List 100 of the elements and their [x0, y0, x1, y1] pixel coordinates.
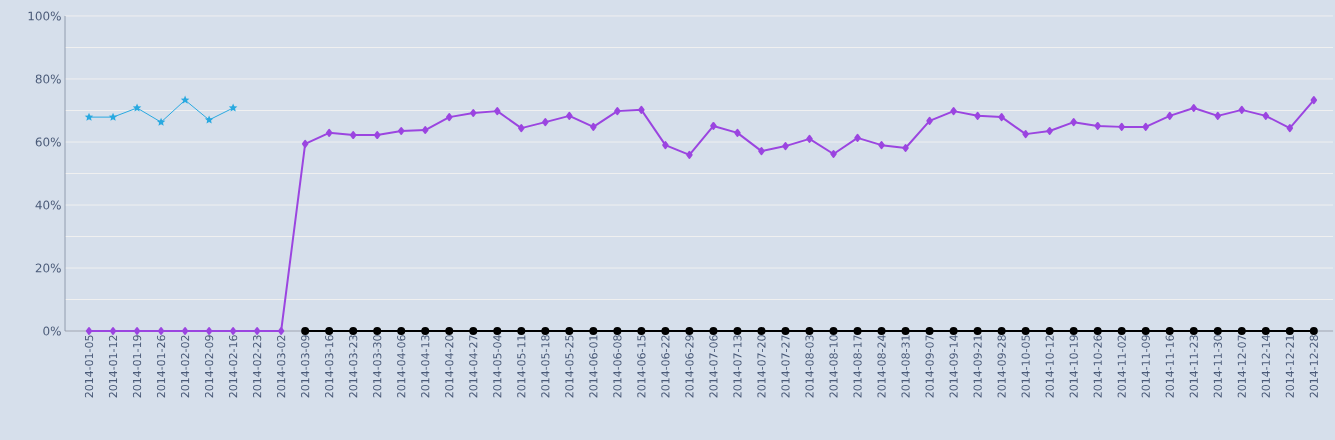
- x-tick-label: 2014-08-31: [901, 335, 910, 398]
- point: [397, 327, 406, 335]
- y-tick-label: 40%: [35, 200, 61, 210]
- x-tick-label: 2014-03-16: [325, 335, 334, 398]
- point: [973, 327, 982, 335]
- x-tick-label: 2014-05-18: [541, 335, 550, 398]
- point: [830, 149, 837, 158]
- point: [758, 147, 765, 156]
- x-tick-label: 2014-11-02: [1117, 335, 1126, 398]
- x-tick-label: 2014-09-07: [925, 335, 934, 398]
- x-tick-label: 2014-12-14: [1261, 335, 1270, 398]
- point: [902, 144, 909, 152]
- point: [1142, 122, 1149, 131]
- x-tick-label: 2014-06-15: [637, 335, 646, 398]
- point: [590, 122, 597, 131]
- point: [85, 327, 93, 335]
- x-tick-label: 2014-11-30: [1213, 335, 1222, 398]
- x-tick-label: 2014-06-01: [589, 335, 598, 398]
- point: [1069, 327, 1078, 335]
- point: [109, 327, 117, 335]
- y-tick-label: 60%: [35, 137, 61, 147]
- point: [901, 327, 910, 335]
- point: [757, 327, 766, 335]
- x-tick-label: 2014-07-27: [781, 335, 790, 398]
- point: [325, 128, 333, 137]
- point: [518, 124, 525, 133]
- point: [1166, 111, 1173, 120]
- point: [422, 126, 429, 135]
- x-tick-label: 2014-05-25: [565, 335, 574, 398]
- x-tick-label: 2014-03-09: [301, 335, 310, 398]
- point: [1165, 327, 1174, 335]
- x-tick-label: 2014-11-23: [1189, 335, 1198, 398]
- x-tick-label: 2014-02-09: [204, 335, 214, 398]
- point: [853, 327, 862, 335]
- point: [1310, 96, 1318, 105]
- point: [998, 113, 1005, 122]
- point: [228, 103, 238, 112]
- x-tick-label: 2014-06-29: [685, 335, 694, 398]
- y-tick-label: 20%: [35, 263, 61, 273]
- point: [1117, 327, 1126, 335]
- point: [613, 327, 622, 335]
- x-tick-label: 2014-04-06: [397, 335, 406, 398]
- x-tick-label: 2014-12-07: [1237, 335, 1246, 398]
- point: [661, 327, 670, 335]
- x-tick-label: 2014-11-16: [1165, 335, 1174, 398]
- x-tick-label: 2014-02-02: [180, 335, 190, 398]
- x-tick-label: 2014-01-05: [84, 335, 94, 398]
- point: [1237, 327, 1246, 335]
- x-tick-label: 2014-10-12: [1045, 335, 1054, 398]
- point: [925, 327, 934, 335]
- x-tick-label: 2014-02-23: [252, 335, 262, 398]
- point: [974, 111, 981, 120]
- point: [614, 107, 621, 116]
- point: [494, 107, 501, 116]
- point: [686, 150, 693, 159]
- point: [132, 103, 142, 112]
- x-tick-label: 2014-10-26: [1093, 335, 1102, 398]
- x-tick-label: 2014-03-30: [373, 335, 382, 398]
- x-tick-label: 2014-11-09: [1141, 335, 1150, 398]
- point: [1189, 327, 1198, 335]
- x-tick-label: 2014-03-02: [277, 335, 286, 398]
- x-tick-label: 2014-08-10: [829, 335, 838, 398]
- y-tick-label: 80%: [35, 74, 61, 84]
- x-tick-label: 2014-06-08: [613, 335, 622, 398]
- point: [589, 327, 598, 335]
- point: [734, 128, 741, 137]
- point: [470, 109, 477, 118]
- point: [181, 327, 189, 335]
- x-tick-label: 2014-12-28: [1309, 335, 1318, 398]
- point: [1045, 327, 1054, 335]
- x-tick-label: 2014-05-04: [493, 335, 502, 398]
- point: [373, 327, 382, 335]
- point: [301, 327, 310, 335]
- point: [205, 327, 213, 335]
- point: [1118, 122, 1125, 131]
- point: [1094, 121, 1101, 130]
- x-tick-label: 2014-07-20: [757, 335, 766, 398]
- point: [1285, 327, 1294, 335]
- point: [949, 327, 958, 335]
- x-tick-label: 2014-01-19: [132, 335, 142, 398]
- point: [1021, 327, 1030, 335]
- point: [204, 115, 214, 124]
- point: [878, 141, 885, 150]
- point: [541, 327, 550, 335]
- x-tick-label: 2014-01-12: [108, 335, 118, 398]
- x-tick-label: 2014-05-11: [517, 335, 526, 398]
- point: [1262, 111, 1270, 120]
- point: [325, 327, 334, 335]
- x-tick-label: 2014-12-21: [1285, 335, 1294, 398]
- point: [997, 327, 1006, 335]
- point: [133, 327, 141, 335]
- x-tick-label: 2014-08-17: [853, 335, 862, 398]
- point: [565, 327, 574, 335]
- point: [277, 327, 285, 335]
- point: [1261, 327, 1270, 335]
- point: [829, 327, 838, 335]
- point: [517, 327, 526, 335]
- x-tick-label: 2014-09-28: [997, 335, 1006, 398]
- point: [806, 134, 813, 143]
- x-tick-label: 2014-10-19: [1069, 335, 1078, 398]
